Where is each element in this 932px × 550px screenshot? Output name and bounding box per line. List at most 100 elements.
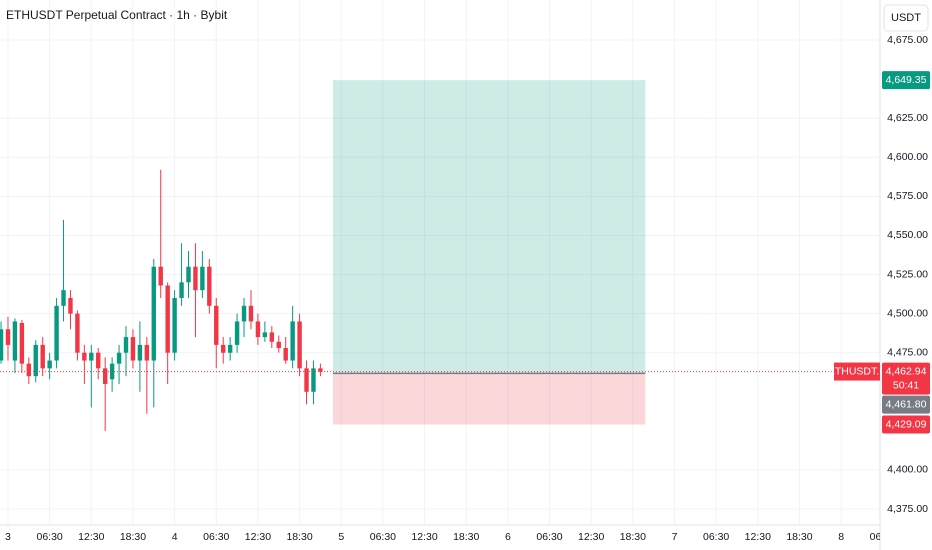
candle-body <box>186 266 191 283</box>
y-tick-label: 4,525.00 <box>887 268 928 280</box>
candle <box>123 326 129 377</box>
x-tick-label: 18:30 <box>620 531 646 543</box>
x-tick-label: 12:30 <box>78 531 104 543</box>
candle <box>283 337 288 364</box>
y-tick-label: 4,575.00 <box>887 190 928 202</box>
countdown: 50:41 <box>893 379 919 391</box>
x-tick-label: 5 <box>338 531 344 543</box>
currency-label[interactable]: USDT <box>891 12 921 24</box>
candle-body <box>214 305 219 345</box>
candle-body <box>207 266 212 306</box>
candle-body <box>318 368 323 372</box>
candle-body <box>276 341 281 349</box>
x-tick-label: 18:30 <box>120 531 146 543</box>
candle <box>234 313 240 353</box>
candle-body <box>179 282 184 298</box>
candle-body <box>40 344 45 369</box>
candle <box>241 297 247 338</box>
candle <box>311 360 316 405</box>
x-tick-label: 12:30 <box>411 531 437 543</box>
currency-button[interactable] <box>883 4 929 32</box>
x-tick-label: 06:30 <box>703 531 729 543</box>
y-tick-label: 4,675.00 <box>887 34 928 46</box>
stop-label: 4,429.09 <box>886 418 927 430</box>
candle <box>33 340 38 383</box>
target-label: 4,649.35 <box>886 74 927 86</box>
candle-body <box>89 352 94 361</box>
candle-body <box>165 285 170 353</box>
candle-body <box>33 344 38 377</box>
candle-body <box>297 321 302 369</box>
candle <box>137 321 143 392</box>
x-tick-label: 4 <box>172 531 178 543</box>
candle-body <box>19 323 25 364</box>
y-tick-label: 4,550.00 <box>887 229 928 241</box>
profit-zone <box>332 80 646 374</box>
candle-body <box>269 332 275 342</box>
candle <box>290 305 295 369</box>
x-tick-label: 06:30 <box>203 531 229 543</box>
x-tick-label: 12:30 <box>578 531 604 543</box>
x-tick-label: 6 <box>505 531 511 543</box>
candle-body <box>109 363 115 380</box>
x-tick-label: 06:30 <box>37 531 63 543</box>
axes: 4,675.00 4,625.00 4,600.00 4,575.00 4,550.00… <box>5 34 928 543</box>
candle-body <box>193 266 198 291</box>
candle <box>214 297 219 369</box>
candle-body <box>137 344 143 361</box>
symbol-tag-text: ETHUSDT.P <box>828 365 886 377</box>
candle <box>75 310 80 361</box>
price-labels: ETHUSDT.P 4,462.94 50:41 4,461.80 4,429.09 4,… <box>828 71 930 434</box>
x-tick-label: 12:30 <box>245 531 271 543</box>
candle-body <box>221 344 226 353</box>
candle <box>165 282 170 384</box>
candle-body <box>102 368 108 384</box>
candle-body <box>12 321 18 361</box>
candle-body <box>283 348 288 361</box>
candle-body <box>0 329 4 361</box>
candle <box>12 318 18 374</box>
candle <box>248 290 254 330</box>
candle-body <box>234 321 240 345</box>
candle-body <box>248 305 254 322</box>
candle <box>179 243 184 306</box>
stop-tag <box>882 415 930 434</box>
candle-body <box>151 266 156 361</box>
candle-body <box>130 337 136 361</box>
candle <box>297 313 302 377</box>
candle-body <box>47 360 52 369</box>
candle <box>116 344 122 384</box>
x-tick-label: 18:30 <box>453 531 479 543</box>
candle <box>68 290 73 330</box>
candle-body <box>200 266 205 291</box>
candle <box>40 337 45 377</box>
position-tool <box>332 80 646 425</box>
candle <box>61 219 66 322</box>
candle-body <box>290 321 295 361</box>
candle <box>151 258 156 408</box>
candle <box>144 337 150 414</box>
x-tick-label: 8 <box>838 531 844 543</box>
candle <box>109 357 115 392</box>
entry-label: 4,461.80 <box>886 398 927 410</box>
x-tick-label: 06:30 <box>370 531 396 543</box>
candle <box>102 357 108 431</box>
candle-body <box>54 305 59 361</box>
candle <box>89 344 94 408</box>
candle <box>26 357 32 384</box>
candle <box>0 321 4 364</box>
x-tick-label: 3 <box>5 531 11 543</box>
candle <box>255 313 261 345</box>
last-price-label: 4,462.94 <box>886 365 927 377</box>
y-tick-label: 4,600.00 <box>887 151 928 163</box>
candle-body <box>5 329 11 345</box>
candle <box>5 316 11 361</box>
candle <box>54 297 59 369</box>
candle <box>172 290 177 361</box>
x-tick-label: 12:30 <box>745 531 771 543</box>
candle <box>262 321 268 342</box>
x-tick-label: 18:30 <box>286 531 312 543</box>
candle <box>318 363 323 377</box>
y-tick-label: 4,375.00 <box>887 503 928 515</box>
